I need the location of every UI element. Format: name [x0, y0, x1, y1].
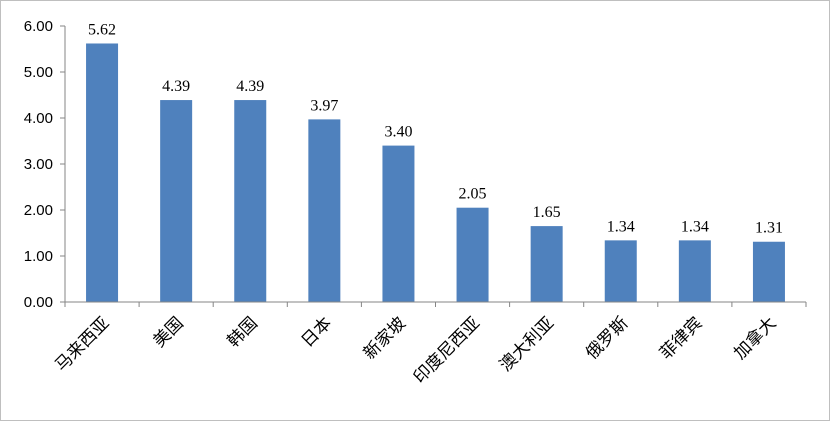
bar — [678, 240, 711, 302]
bar — [234, 100, 267, 302]
bar — [456, 207, 489, 302]
bars — [86, 43, 785, 302]
category-label: 韩国 — [224, 313, 262, 351]
bar — [86, 43, 119, 302]
x-axis-labels: 马来西亚 美国 韩国 日本 新家坡 印度尼西亚 澳大利亚 俄罗斯 菲律宾 加拿大 — [51, 313, 780, 388]
bar — [160, 100, 193, 302]
y-tick-label: 3.00 — [24, 156, 53, 173]
category-label: 美国 — [150, 313, 188, 351]
data-labels: 5.62 4.39 4.39 3.97 3.40 2.05 1.65 1.34 1.34 1.31 — [88, 21, 783, 236]
category-label: 日本 — [298, 313, 336, 351]
category-label: 新家坡 — [360, 313, 410, 363]
y-axis-ticks: 0.00 1.00 2.00 3.00 4.00 5.00 6.00 — [24, 18, 807, 311]
data-label: 1.34 — [681, 218, 709, 235]
category-label: 澳大利亚 — [496, 313, 558, 375]
data-label: 3.97 — [310, 97, 338, 114]
data-label: 1.34 — [607, 218, 635, 235]
bar — [604, 240, 637, 302]
bar — [530, 226, 563, 302]
y-tick-label: 1.00 — [24, 248, 53, 265]
data-label: 4.39 — [236, 78, 264, 95]
category-label: 加拿大 — [730, 313, 781, 364]
data-label: 5.62 — [88, 21, 116, 38]
category-label: 俄罗斯 — [582, 313, 632, 363]
y-tick-label: 0.00 — [24, 294, 53, 311]
y-tick-label: 6.00 — [24, 18, 53, 35]
data-label: 1.65 — [533, 204, 561, 221]
y-tick-label: 2.00 — [24, 202, 53, 219]
data-label: 4.39 — [162, 78, 190, 95]
category-label: 印度尼西亚 — [410, 313, 484, 387]
category-label: 马来西亚 — [51, 313, 113, 375]
data-label: 3.40 — [384, 124, 412, 141]
data-label: 1.31 — [755, 220, 783, 237]
category-label: 菲律宾 — [656, 313, 706, 363]
data-label: 2.05 — [459, 186, 487, 203]
y-tick-label: 5.00 — [24, 64, 53, 81]
bar — [382, 145, 415, 302]
bar — [308, 119, 341, 302]
bar — [752, 241, 785, 302]
y-tick-label: 4.00 — [24, 110, 53, 127]
